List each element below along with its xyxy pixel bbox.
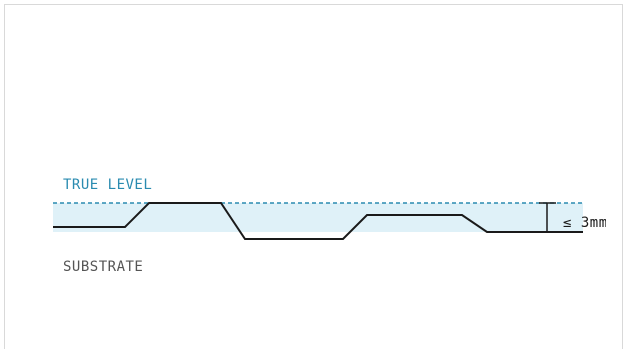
true-level-label: TRUE LEVEL [63,177,152,193]
tolerance-band [53,203,583,232]
tolerance-dimension [539,202,556,232]
diagram-frame [4,4,623,349]
substrate-label: SUBSTRATE [63,259,143,275]
substrate-profile [53,202,583,240]
tolerance-label: ≤ 3mm [563,215,608,231]
